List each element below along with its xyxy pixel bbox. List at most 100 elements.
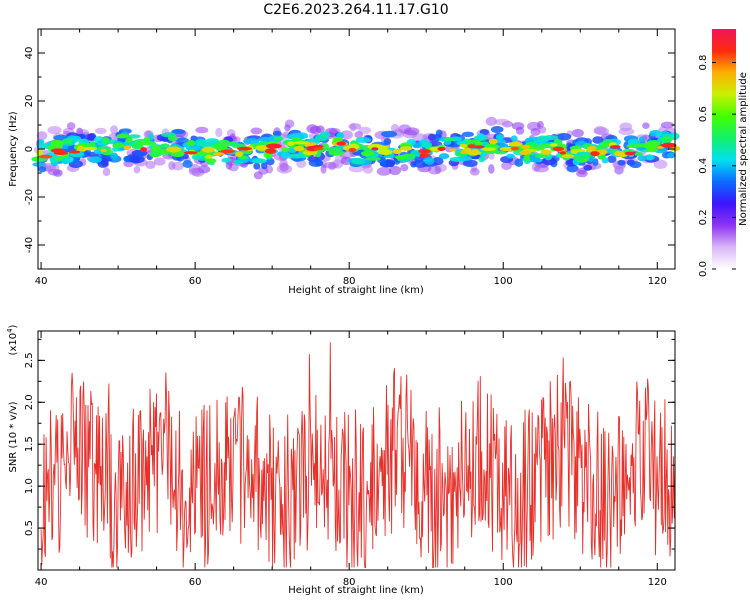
spectrogram-cell [556,133,572,141]
x-tick-label: 100 [494,276,513,287]
spectrogram-cell [38,166,47,173]
spectrogram-cell [61,157,70,165]
x-tick-label: 40 [35,577,48,588]
spectrogram-cell [378,149,393,156]
spectrogram-cell [101,137,110,144]
spectrogram-cell [212,152,225,156]
spectrogram-cell [145,160,156,169]
spectrogram-cell [607,155,617,164]
spectrogram-cell [252,158,267,164]
spectrogram-cell [182,160,193,168]
snr-y-multiplier-close: ) [8,324,19,328]
spectrogram-cell [62,138,69,144]
snr-y-multiplier: (x104) [6,324,19,355]
spectrogram-cell [205,154,213,159]
spectrogram-cell [660,121,674,129]
spectrogram-cell [131,155,141,164]
spectrogram-cell [639,136,646,143]
snr-x-ticks: 40 60 80 100 120 [35,331,667,588]
spectrogram-cell [220,149,235,154]
spectrogram-cell [281,147,290,153]
x-tick-label: 40 [35,276,48,287]
snr-x-label: Height of straight line (km) [288,585,424,596]
spectrogram-intensity [31,116,681,180]
spectrogram-cell [320,164,327,174]
spectrogram-cell [97,146,111,151]
colorbar-tick-label: 0.2 [698,209,709,225]
spectrogram-cell [336,141,347,146]
spectrogram-cell [140,147,148,152]
spectrogram-cell [394,154,408,160]
spectrogram-cell [110,125,118,134]
spectrogram-cell [38,154,53,159]
spectrogram-cell [351,157,365,165]
spectrogram-cell [444,137,455,142]
spectrogram-cell [583,164,593,171]
spectrogram-cell [643,144,658,149]
spectrogram-cell [167,135,178,142]
spectrogram-cell [661,142,677,148]
spectrogram-cell [94,127,107,135]
colorbar-tick-label: 0.6 [698,106,709,122]
spectrogram-cell [328,162,337,170]
spectrogram-cell [238,155,249,160]
spectrogram-cell [309,125,322,134]
colorbar-ticks: 0.0 0.2 0.4 0.6 0.8 [698,55,736,277]
spectrogram-cell [195,126,209,134]
colorbar-gradient [712,29,736,269]
y-tick-label: 1.5 [24,436,35,452]
spectrogram-cell [371,147,379,151]
spectrogram-cell [474,141,483,146]
spectrogram-cell [68,150,81,154]
spectrogram-cell [519,150,532,155]
y-tick-label: 0 [24,146,35,152]
spectrogram-cell [376,167,392,176]
spectrogram-cell [419,153,428,158]
spectrogram-cell [47,126,62,135]
spectrogram-cell [83,146,98,151]
spectrogram-cell [418,149,431,154]
spectrogram-cell [392,148,402,155]
spectrogram-cell [215,127,223,138]
y-tick-label: 1.0 [24,478,35,494]
spectrogram-cell [571,128,584,138]
spectrogram-cell [653,159,668,170]
spectrogram-cell [36,131,48,141]
spectrogram-cell [592,158,599,166]
spectrogram-cell [201,146,215,153]
spectrogram-cell [315,134,329,142]
spectrogram-cell [141,140,157,146]
spectrogram-cell [171,128,186,135]
colorbar-label: Normalized spectral amplitude [738,72,749,226]
spectrogram-cell [597,149,608,155]
spectrogram-cell [76,127,83,136]
spectrogram-cell [308,159,324,167]
spectrogram-cell [88,156,102,164]
spectrogram-cell [77,145,85,152]
spectrogram-cell [488,164,495,174]
spectrogram-cell [250,127,263,135]
spectrogram-cell [221,157,232,163]
spectrogram-cell [123,145,131,150]
spectrogram-cell [629,161,642,169]
spectrogram-cell [218,139,230,147]
spectrogram-y-label: Frequency (Hz) [8,111,19,187]
spectrogram-cell [559,151,567,155]
spectrogram-cell [367,143,384,150]
spectrogram-cell [617,159,626,166]
spectrogram-cell [541,157,557,166]
spectrogram-cell [549,143,558,147]
spectrogram-cell [362,164,374,174]
spectrogram-cell [609,145,621,149]
spectrogram-cell [66,122,76,130]
x-tick-label: 60 [189,276,202,287]
spectrogram-cell [348,147,357,153]
x-tick-label: 80 [343,276,356,287]
spectrogram-cell [365,156,381,161]
spectrogram-cell [186,140,196,147]
spectrogram-cell [35,150,44,156]
spectrogram-cell [508,141,523,147]
spectrogram-cell [400,164,409,172]
spectrogram-cell [478,156,486,163]
colorbar-tick-label: 0.4 [698,158,709,174]
